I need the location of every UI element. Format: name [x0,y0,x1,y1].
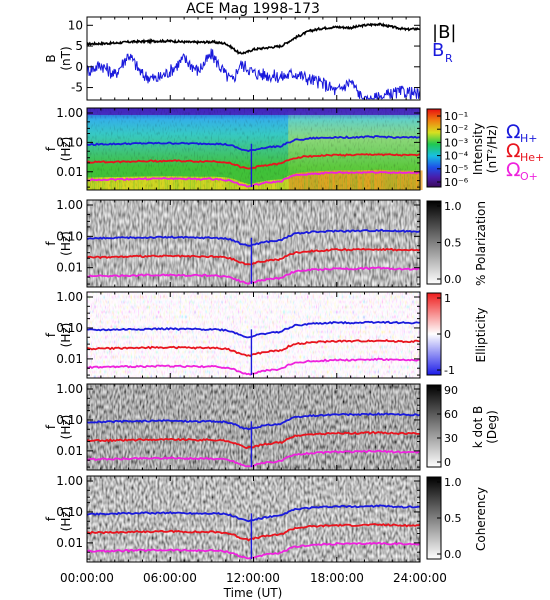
colorbar-tick-label: 0.0 [444,273,462,286]
omega-he-curve [87,247,420,266]
y-tick-label: 0.10 [56,413,83,427]
gyro-label: Ω [506,159,521,181]
gyro-label-sub: H+ [520,132,538,145]
y-axis-label: f [44,241,58,246]
colorbar-tick-label: 10⁻⁵ [444,163,468,176]
colorbar [426,108,442,188]
y-tick-label: 0 [75,60,83,74]
y-tick-label: 5 [75,39,83,53]
legend-b-radial: B [432,40,444,61]
omega-he-curve [87,153,420,170]
x-tick-label: 24:00:00 [393,571,447,585]
y-axis-unit: (Hz) [59,137,73,162]
intensity-panel: 1.00 0.10 0.01 f (Hz) 10⁻¹10⁻²10⁻³10⁻⁴10⁻⁵10⁻… [44,106,544,191]
y-axis-label: f [44,146,58,151]
y-tick-label: 1.00 [56,198,83,212]
polarization-panel: 1.00 0.10 0.01 f (Hz) 1.0 0.5 0.0 % Polarization [44,198,488,288]
y-tick-label: 10 [68,18,83,32]
y-tick-label: 1.00 [56,290,83,304]
colorbar-label: Ellipticity [474,308,488,363]
omega-he-curve [87,430,420,450]
colorbar-label: Intensity [471,123,485,175]
y-axis-unit: (Hz) [59,231,73,256]
colorbar-unit: (Deg) [485,410,499,444]
colorbar-tick-label: 10⁻³ [444,136,468,149]
colorbar-tick-label: 90 [444,384,458,397]
y-tick-label: 0.10 [56,229,83,243]
y-tick-label: 0.01 [56,444,83,458]
colorbar-tick-label: 1.0 [444,476,462,489]
colorbar-unit: (nT²/Hz) [485,125,499,173]
y-tick-label: 0.01 [56,165,83,179]
colorbar-tick-label: 0.5 [444,237,462,250]
colorbar-tick-label: 10⁻⁶ [444,176,469,189]
omega-h-curve [87,135,420,153]
x-tick-label: 12:00:00 [226,571,280,585]
gyro-label-sub: O+ [520,170,538,183]
colorbar-tick-label: 0 [444,456,451,469]
omega-h-curve [87,320,420,339]
y-tick-label: 1.00 [56,474,83,488]
y-axis-label: B [44,54,58,62]
y-tick-label: 0.10 [56,321,83,335]
y-axis-unit: (Hz) [59,507,73,532]
omega-he-curve [87,339,420,358]
colorbar-label: Coherency [474,487,488,551]
ellipticity-panel: 1.00 0.10 0.01 f (Hz) 1 0 -1 Ellipticity [44,290,488,379]
y-axis-unit: (Hz) [59,323,73,348]
omega-h-curve [87,412,420,431]
figure-title: ACE Mag 1998-173 [186,1,320,17]
omega-h-curve [87,228,420,247]
x-axis-label: Time (UT) [223,586,283,600]
colorbar-tick-label: 1.0 [444,200,462,213]
colorbar-tick-label: 0.5 [444,512,462,525]
y-tick-label: 0.10 [56,135,83,149]
y-tick-label: 0.01 [56,536,83,550]
y-axis-unit: (Hz) [59,415,73,440]
colorbar-tick-label: 10⁻⁴ [444,150,469,163]
b-magnitude-line [86,22,421,55]
colorbar-tick-label: 60 [444,408,458,421]
y-tick-label: 0.10 [56,505,83,519]
colorbar-tick-label: 0.0 [444,548,462,561]
y-axis-label: f [44,516,58,521]
legend-b-magnitude: |B| [432,22,456,43]
colorbar [426,384,442,468]
coherency-panel: 1.00 0.10 0.01 f (Hz) 1.0 0.5 0.0 Coherency [44,474,488,563]
x-tick-label: 18:00:00 [310,571,364,585]
y-tick-label: 1.00 [56,106,83,120]
x-axis: 00:00:00 06:00:00 12:00:00 18:00:00 24:0… [60,571,447,600]
omega-he-curve [87,523,420,542]
colorbar-tick-label: 10⁻¹ [444,110,468,123]
y-axis-label: f [44,332,58,337]
colorbar-label: % Polarization [474,201,488,286]
colorbar-tick-label: 1 [444,292,451,305]
x-tick-label: 00:00:00 [60,571,114,585]
y-tick-label: 1.00 [56,382,83,396]
gyro-label: Ω [506,121,521,143]
kdotb-panel: 1.00 0.10 0.01 f (Hz) 90 60 30 0 k dot B (Deg) [44,382,499,471]
y-axis-label: f [44,424,58,429]
colorbar-tick-label: 30 [444,432,458,445]
y-tick-label: -5 [71,81,83,95]
y-tick-label: 0.01 [56,261,83,275]
omega-h-curve [87,504,420,523]
colorbar-tick-label: 0 [444,328,451,341]
colorbar-tick-label: 10⁻² [444,123,468,136]
colorbar-tick-label: -1 [444,364,455,377]
y-axis-unit: (nT) [59,46,73,70]
gyro-label: Ω [506,140,521,162]
y-tick-label: 0.01 [56,352,83,366]
colorbar-label: k dot B [471,406,485,448]
gyro-label-sub: He+ [520,151,544,164]
legend-b-radial-sub: R [445,52,453,65]
x-tick-label: 06:00:00 [143,571,197,585]
b-radial-line [86,48,421,101]
